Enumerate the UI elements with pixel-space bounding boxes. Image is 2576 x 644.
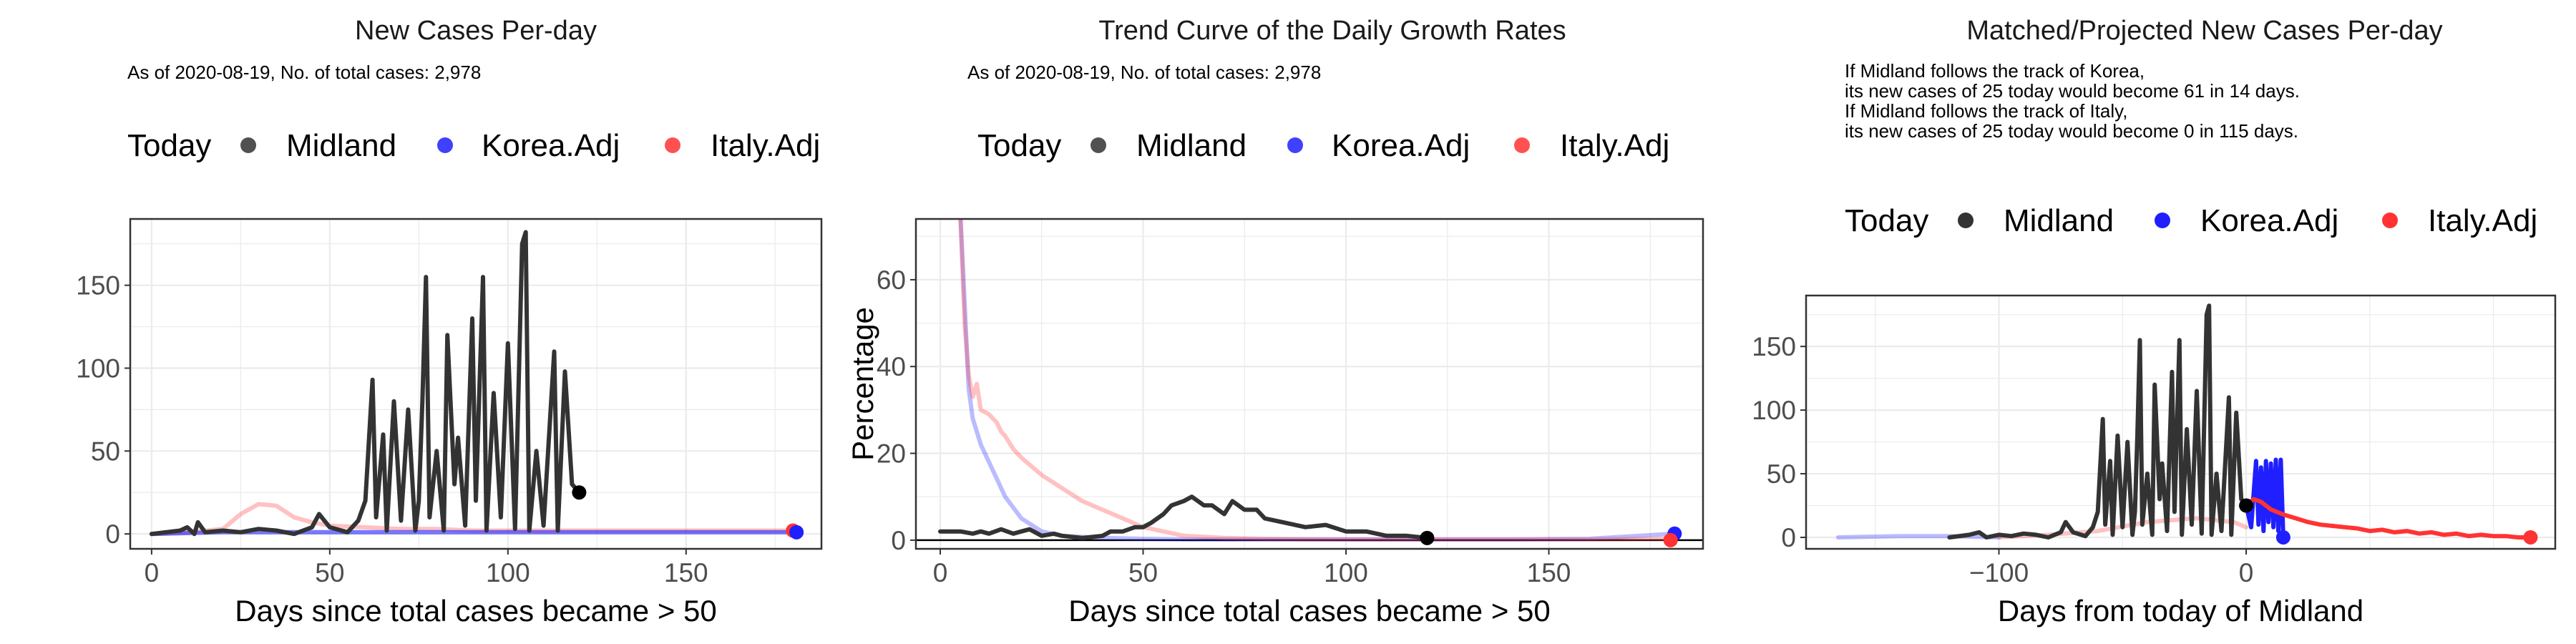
chart-subtitle: If Midland follows the track of Korea,: [1845, 60, 2145, 82]
legend-label: Korea.Adj: [2200, 203, 2338, 238]
x-tick-label: 0: [145, 558, 160, 587]
chart-title: Matched/Projected New Cases Per-day: [1966, 16, 2442, 46]
x-axis-label: Days since total cases became > 50: [1068, 594, 1551, 628]
x-axis-label: Days from today of Midland: [1998, 594, 2363, 628]
y-tick-label: 50: [91, 436, 120, 466]
endpoint-korea-adj: [789, 525, 804, 540]
x-tick-label: 100: [486, 558, 530, 587]
series-line-korea-adj: [958, 219, 1677, 542]
legend-key: [665, 137, 680, 153]
chart-subtitle: If Midland follows the track of Italy,: [1845, 100, 2127, 122]
series-line-korea-adj: [2244, 457, 2285, 540]
series-line-korea-adj: [1835, 534, 2001, 540]
legend-title: Today: [1845, 203, 1928, 238]
legend-label: Italy.Adj: [2428, 203, 2537, 238]
series-line-italy-adj: [958, 219, 1673, 542]
legend-label: Midland: [1136, 128, 1246, 163]
endpoint-italy-adj: [2523, 530, 2538, 545]
endpoint-midland: [2239, 498, 2254, 513]
legend-key: [2382, 213, 2398, 228]
x-tick-label: 0: [2239, 558, 2254, 587]
legend-title: Today: [977, 128, 1061, 163]
legend-title: Today: [127, 128, 211, 163]
chart-subtitle: As of 2020-08-19, No. of total cases: 2,…: [127, 62, 481, 83]
plot-area: [1835, 303, 2533, 540]
legend: Today Midland Korea.Adj Italy.Adj: [1845, 203, 2537, 238]
chart-panel-3: Matched/Projected New Cases Per-day If Mi…: [1752, 16, 2557, 628]
legend-key: [1287, 137, 1303, 153]
chart-title: Trend Curve of the Daily Growth Rates: [1098, 16, 1566, 46]
y-tick-label: 0: [105, 519, 120, 549]
endpoint-midland: [572, 485, 587, 500]
x-axis-label: Days since total cases became > 50: [235, 594, 717, 628]
legend: Today Midland Korea.Adj Italy.Adj: [977, 128, 1669, 163]
legend-label: Midland: [2004, 203, 2114, 238]
legend-key: [240, 137, 256, 153]
panel-border: [1805, 294, 2557, 550]
y-tick-label: 20: [877, 439, 906, 469]
legend-key: [1514, 137, 1530, 153]
series-line-midland: [1947, 303, 2249, 540]
series-line-midland: [149, 230, 582, 537]
chart-subtitle: As of 2020-08-19, No. of total cases: 2,…: [967, 62, 1321, 83]
plot-area: [916, 219, 1703, 542]
x-tick-label: 150: [664, 558, 708, 587]
chart-title: New Cases Per-day: [355, 16, 597, 46]
y-tick-label: 50: [1767, 459, 1796, 489]
panel-border: [129, 218, 823, 550]
legend-label: Midland: [286, 128, 396, 163]
plot-area: [149, 230, 799, 537]
legend-label: Korea.Adj: [1332, 128, 1470, 163]
y-tick-label: 0: [1781, 523, 1796, 552]
chart-panel-1: New Cases Per-day As of 2020-08-19, No. o…: [76, 16, 823, 628]
legend-key: [1091, 137, 1106, 153]
legend-key: [437, 137, 453, 153]
y-tick-label: 60: [877, 265, 906, 295]
chart-panel-2: Trend Curve of the Daily Growth Rates As …: [846, 16, 1704, 628]
y-tick-label: 40: [877, 352, 906, 381]
x-tick-label: 50: [315, 558, 344, 587]
y-tick-label: 0: [891, 526, 906, 555]
x-tick-label: 0: [933, 558, 948, 587]
endpoint-italy-adj: [1663, 532, 1678, 547]
series-line-midland: [938, 494, 1430, 540]
y-tick-label: 150: [1752, 332, 1796, 361]
legend-key: [1958, 213, 1974, 228]
endpoint-midland: [1420, 530, 1435, 545]
legend-key: [2155, 213, 2170, 228]
legend-label: Italy.Adj: [711, 128, 820, 163]
chart-subtitle: its new cases of 25 today would become 6…: [1845, 80, 2300, 102]
x-tick-label: 100: [1324, 558, 1368, 587]
y-tick-label: 100: [1752, 396, 1796, 425]
x-tick-label: −100: [1969, 558, 2029, 587]
legend-label: Italy.Adj: [1560, 128, 1669, 163]
y-axis-label: Percentage: [846, 307, 879, 461]
y-tick-label: 150: [76, 271, 120, 301]
endpoint-korea-adj: [2275, 530, 2290, 545]
y-tick-label: 100: [76, 353, 120, 383]
x-tick-label: 150: [1527, 558, 1571, 587]
panel-border: [914, 218, 1704, 550]
series-line-italy-adj: [2244, 497, 2533, 540]
gridlines: [916, 219, 1703, 549]
chart-subtitle: its new cases of 25 today would become 0…: [1845, 120, 2298, 142]
series-line-korea-adj: [149, 530, 799, 537]
x-tick-label: 50: [1128, 558, 1158, 587]
legend-label: Korea.Adj: [482, 128, 620, 163]
legend: Today Midland Korea.Adj Italy.Adj: [127, 128, 820, 163]
